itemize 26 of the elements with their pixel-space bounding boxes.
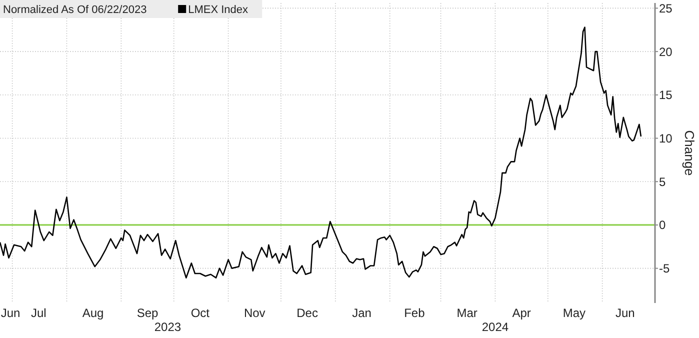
- x-tick-label: Nov: [244, 306, 266, 320]
- x-tick-label: Jun: [0, 306, 20, 320]
- x-tick-label: Aug: [82, 306, 104, 320]
- x-tick-label: Jul: [30, 306, 46, 320]
- x-tick-label: Feb: [404, 306, 426, 320]
- y-tick-label: 25: [659, 1, 673, 16]
- y-tick-label: 0: [659, 218, 666, 232]
- y-tick-label: 15: [659, 88, 673, 102]
- y-tick-label: 5: [659, 174, 666, 189]
- x-tick-label: Sep: [136, 306, 159, 320]
- y-tick-label: 20: [659, 44, 673, 59]
- x-tick-label: May: [562, 306, 586, 320]
- line-series: [0, 26, 642, 279]
- x-tick-label: Dec: [296, 306, 318, 320]
- text: 2023: [154, 320, 182, 334]
- x-tick-label: Oct: [190, 306, 210, 320]
- text: 2024: [482, 320, 509, 334]
- x-tick-label: Apr: [512, 306, 531, 320]
- y-axis-title: Change: [682, 130, 697, 176]
- x-tick-label: Mar: [456, 306, 478, 320]
- y-tick-label: 10: [659, 131, 673, 146]
- x-tick-label: Jan: [352, 306, 372, 320]
- y-tick-label: -5: [659, 262, 670, 276]
- x-tick-label: Jun: [615, 306, 635, 320]
- legend-label: LMEX Index: [188, 4, 249, 16]
- chart-title: Normalized As Of 06/22/2023: [3, 4, 147, 16]
